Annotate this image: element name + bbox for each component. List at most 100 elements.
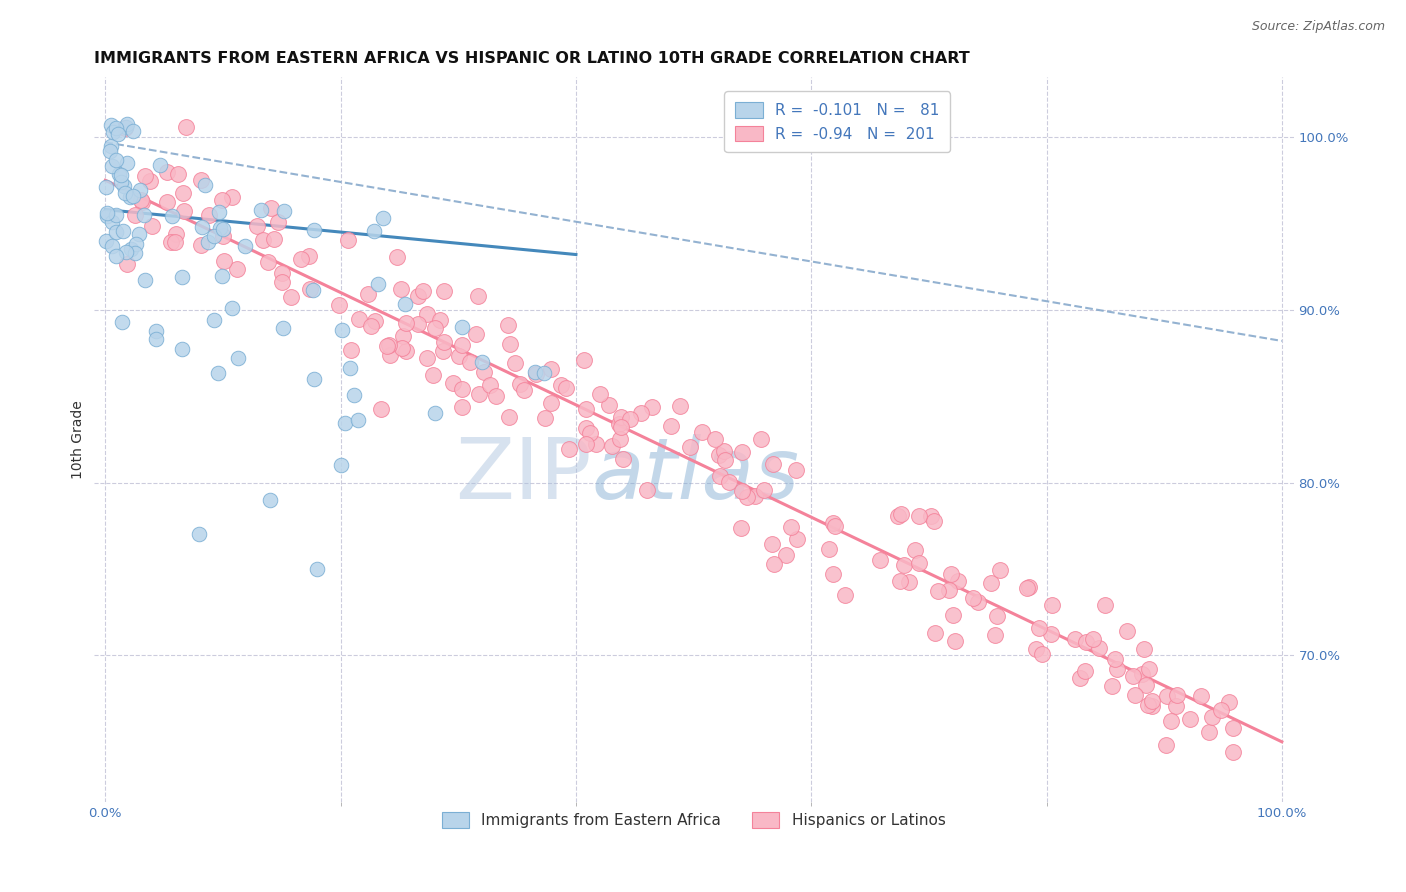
Point <box>540 361 562 376</box>
Point <box>198 208 221 222</box>
Point <box>779 520 801 534</box>
Point <box>1094 598 1116 612</box>
Point <box>600 439 623 453</box>
Point <box>349 312 371 326</box>
Point <box>575 437 598 451</box>
Point <box>104 226 127 240</box>
Point <box>412 284 434 298</box>
Point <box>1101 679 1123 693</box>
Point <box>761 536 783 550</box>
Point <box>1130 666 1153 681</box>
Point <box>173 203 195 218</box>
Point <box>425 321 447 335</box>
Point <box>731 445 754 459</box>
Point <box>100 139 122 153</box>
Point <box>485 389 508 403</box>
Point <box>889 574 911 588</box>
Point <box>363 224 385 238</box>
Point <box>101 160 124 174</box>
Point <box>609 432 631 446</box>
Point <box>465 326 488 341</box>
Point <box>188 527 211 541</box>
Point <box>713 443 735 458</box>
Point <box>904 542 927 557</box>
Point <box>609 409 631 424</box>
Point <box>131 193 153 207</box>
Point <box>273 204 295 219</box>
Point <box>1166 688 1188 702</box>
Point <box>785 463 807 477</box>
Point <box>817 542 839 557</box>
Point <box>343 388 366 402</box>
Point <box>290 252 312 266</box>
Point <box>471 354 494 368</box>
Point <box>104 153 127 168</box>
Point <box>731 483 754 498</box>
Point <box>395 316 418 330</box>
Point <box>1160 714 1182 729</box>
Point <box>271 266 294 280</box>
Point <box>263 232 285 246</box>
Point <box>1025 642 1047 657</box>
Point <box>370 402 392 417</box>
Point <box>209 221 232 235</box>
Point <box>94 179 117 194</box>
Point <box>190 238 212 252</box>
Point <box>939 566 962 581</box>
Point <box>574 421 596 435</box>
Point <box>498 409 520 424</box>
Point <box>207 367 229 381</box>
Point <box>266 214 288 228</box>
Point <box>1142 693 1164 707</box>
Point <box>190 172 212 186</box>
Point <box>94 234 117 248</box>
Point <box>986 608 1008 623</box>
Point <box>339 361 361 376</box>
Point <box>451 383 474 397</box>
Point <box>211 193 233 207</box>
Point <box>391 341 413 355</box>
Point <box>302 283 325 297</box>
Point <box>692 425 714 439</box>
Point <box>890 508 912 522</box>
Point <box>1140 699 1163 714</box>
Point <box>252 233 274 247</box>
Text: IMMIGRANTS FROM EASTERN AFRICA VS HISPANIC OR LATINO 10TH GRADE CORRELATION CHAR: IMMIGRANTS FROM EASTERN AFRICA VS HISPAN… <box>94 51 969 66</box>
Point <box>1063 632 1085 647</box>
Point <box>499 336 522 351</box>
Point <box>920 508 942 523</box>
Point <box>335 416 357 430</box>
Point <box>111 315 134 329</box>
Point <box>101 125 124 139</box>
Point <box>104 121 127 136</box>
Point <box>433 284 456 298</box>
Point <box>707 448 730 462</box>
Point <box>226 351 249 365</box>
Point <box>271 320 294 334</box>
Point <box>174 120 197 134</box>
Point <box>134 273 156 287</box>
Point <box>1178 712 1201 726</box>
Point <box>1137 698 1160 712</box>
Point <box>479 378 502 392</box>
Point <box>124 246 146 260</box>
Point <box>128 182 150 196</box>
Point <box>636 483 658 498</box>
Point <box>191 219 214 234</box>
Point <box>104 249 127 263</box>
Point <box>451 338 474 352</box>
Point <box>394 343 416 358</box>
Point <box>966 595 988 609</box>
Point <box>441 376 464 391</box>
Point <box>429 313 451 327</box>
Point <box>834 588 856 602</box>
Point <box>990 564 1012 578</box>
Point <box>718 475 741 489</box>
Point <box>120 242 142 256</box>
Point <box>160 235 183 249</box>
Point <box>609 417 631 431</box>
Point <box>197 235 219 249</box>
Point <box>115 117 138 131</box>
Point <box>156 165 179 179</box>
Point <box>472 365 495 379</box>
